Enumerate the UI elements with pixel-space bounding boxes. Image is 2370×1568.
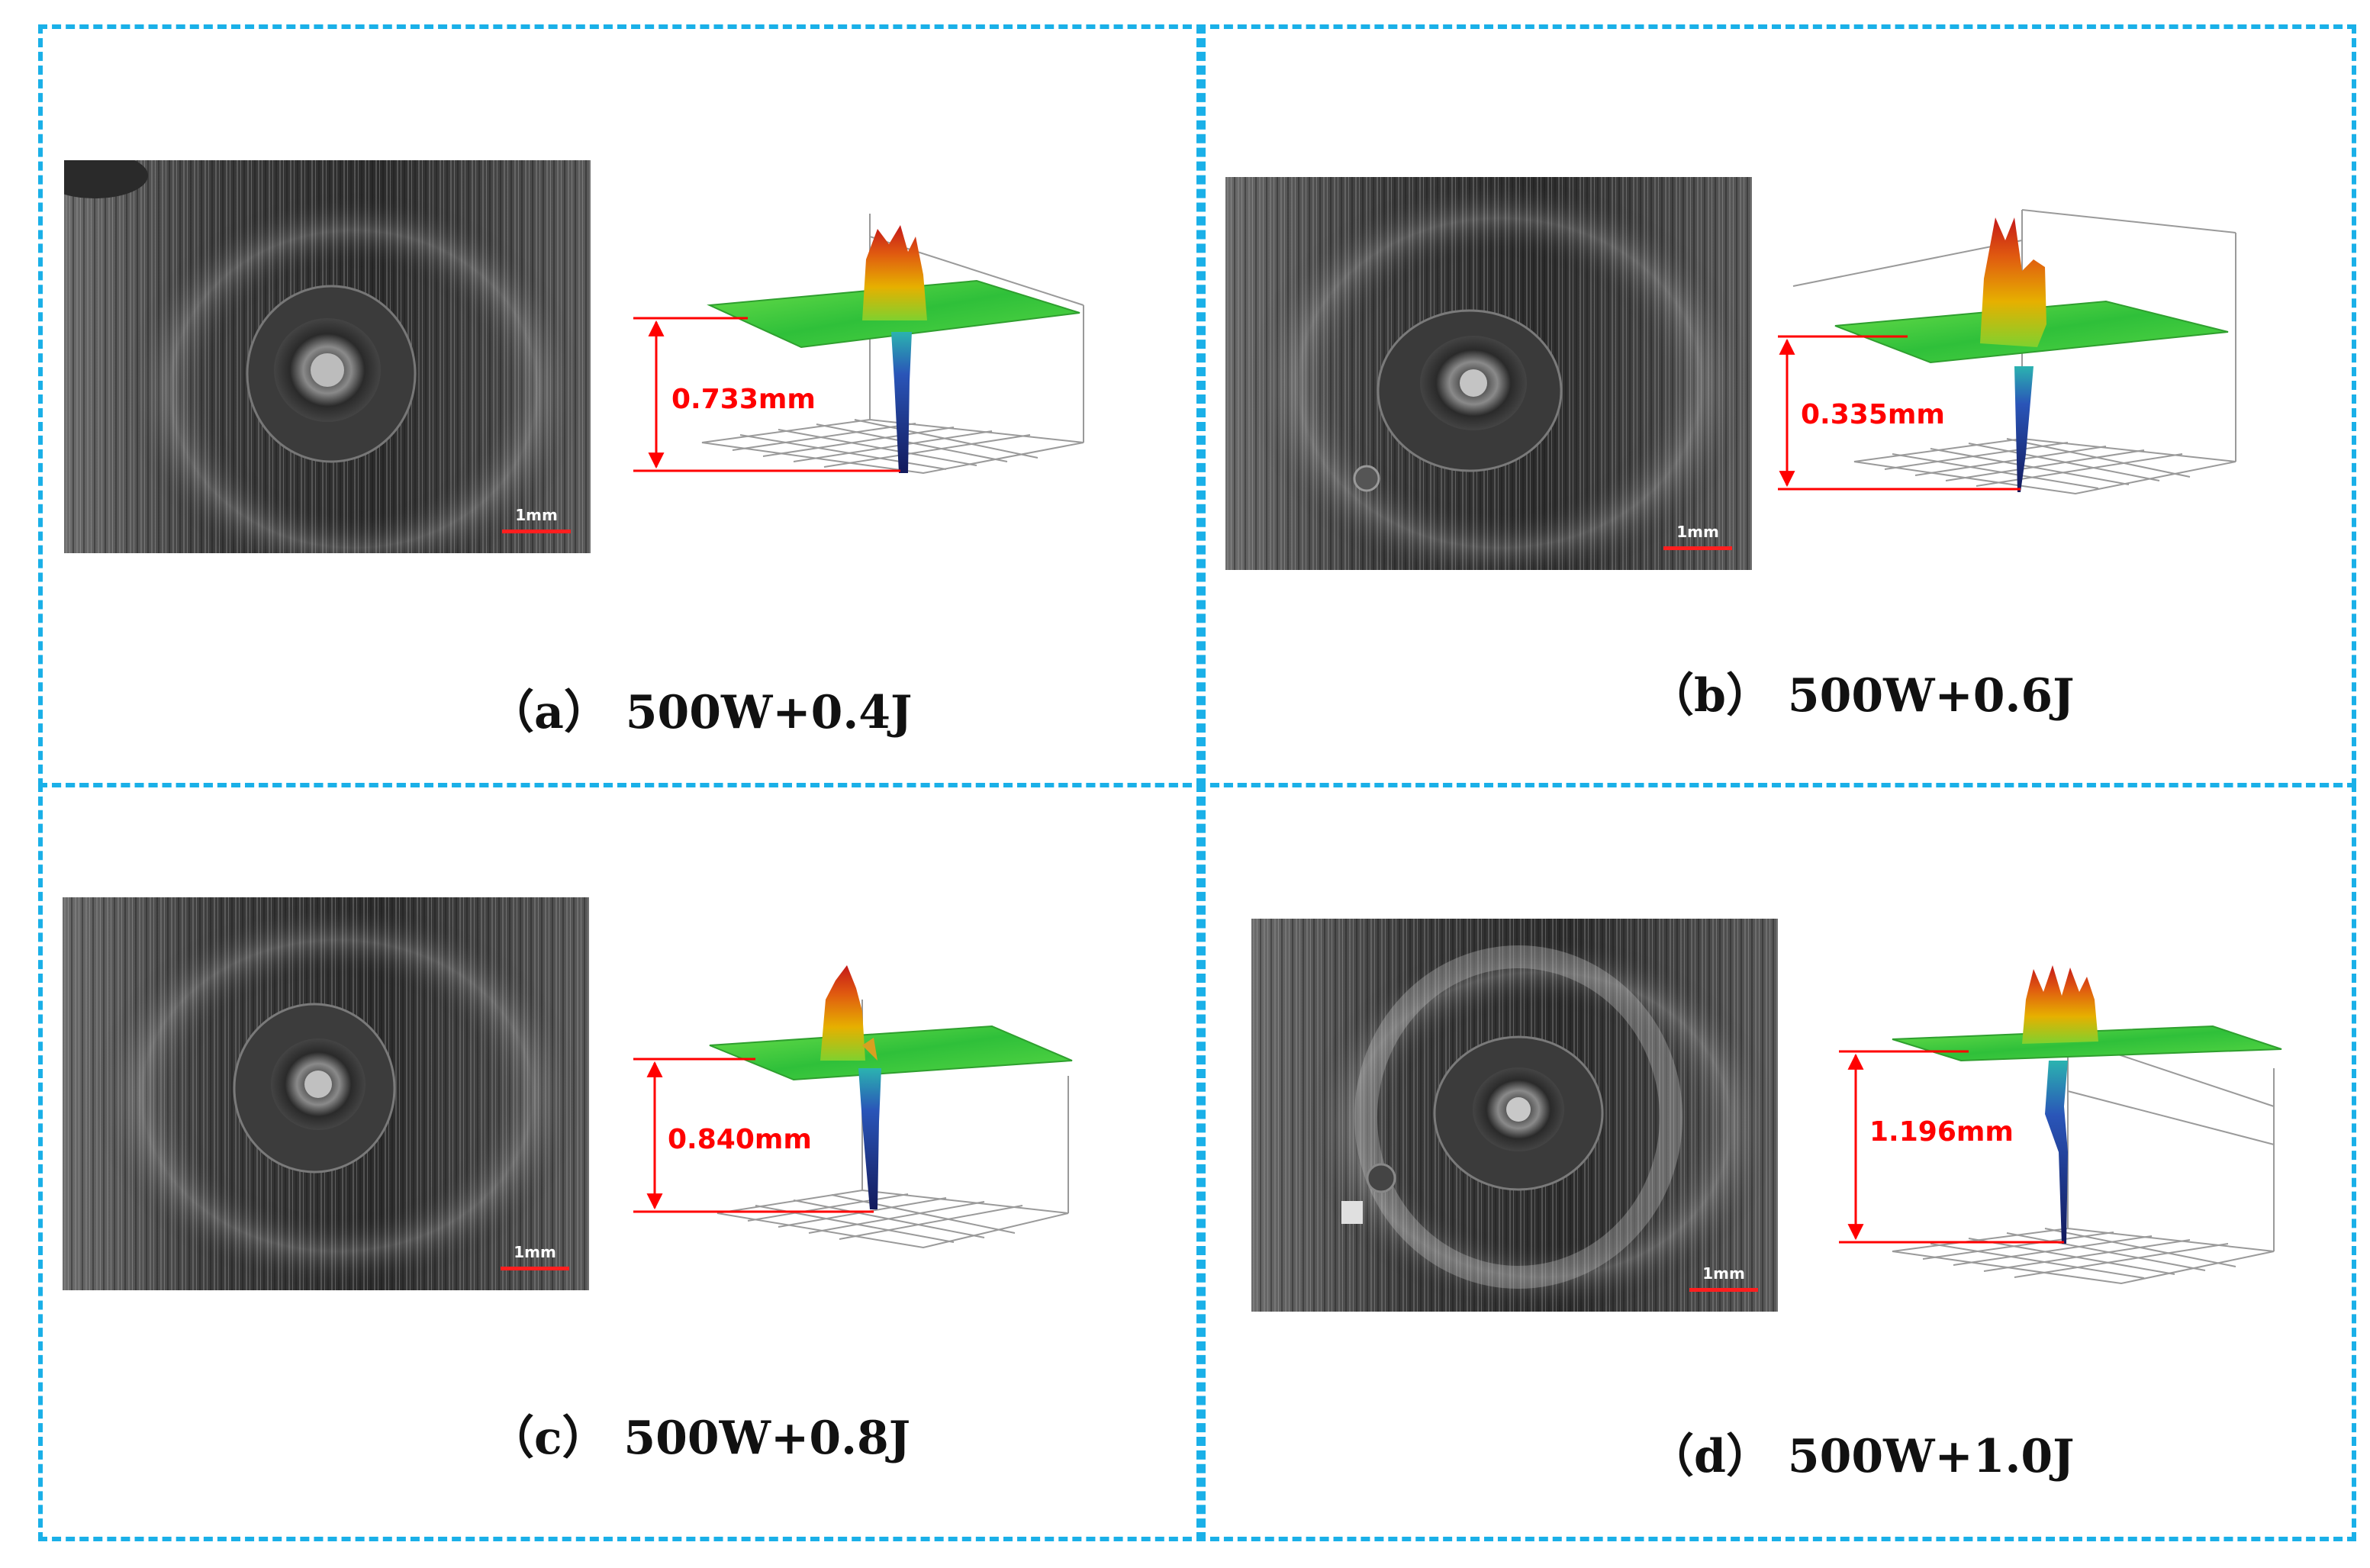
scale-bar-line (1689, 1288, 1758, 1292)
depth-label-c: 0.840mm (668, 1124, 812, 1155)
depth-label-a: 0.733mm (671, 384, 816, 415)
profile-3d-a: 0.733mm (633, 214, 1084, 475)
scale-bar-label: 1mm (1676, 523, 1719, 541)
scale-bar-label: 1mm (514, 1243, 556, 1261)
scale-bar: 1mm (1663, 523, 1732, 553)
micrograph-a: 1mm (64, 160, 591, 553)
scale-bar: 1mm (1689, 1264, 1758, 1295)
profile-3d-b: 0.335mm (1778, 209, 2236, 495)
scale-bar-label: 1mm (515, 506, 558, 524)
depth-label-b: 0.335mm (1801, 399, 1945, 430)
scale-bar-line (502, 530, 571, 533)
panel-d-frame (1196, 783, 2356, 1541)
scale-bar: 1mm (502, 506, 571, 536)
profile-3d-d: 1.196mm (1839, 965, 2282, 1285)
profile-3d-c: 0.840mm (633, 965, 1073, 1249)
caption-d: （d） 500W+1.0J (1648, 1430, 2075, 1483)
micrograph-c: 1mm (63, 897, 589, 1290)
micrograph-b: 1mm (1225, 177, 1752, 570)
panel-c-frame (38, 783, 1206, 1541)
scale-bar-label: 1mm (1702, 1264, 1745, 1283)
depth-label-d: 1.196mm (1869, 1116, 2014, 1148)
caption-a: （a） 500W+0.4J (488, 686, 913, 739)
scale-bar-line (1663, 546, 1732, 550)
scale-bar: 1mm (501, 1243, 569, 1273)
micrograph-d: 1mm (1251, 919, 1778, 1312)
caption-c: （c） 500W+0.8J (488, 1412, 911, 1465)
scale-bar-line (501, 1267, 569, 1270)
caption-b: （b） 500W+0.6J (1648, 669, 2075, 723)
